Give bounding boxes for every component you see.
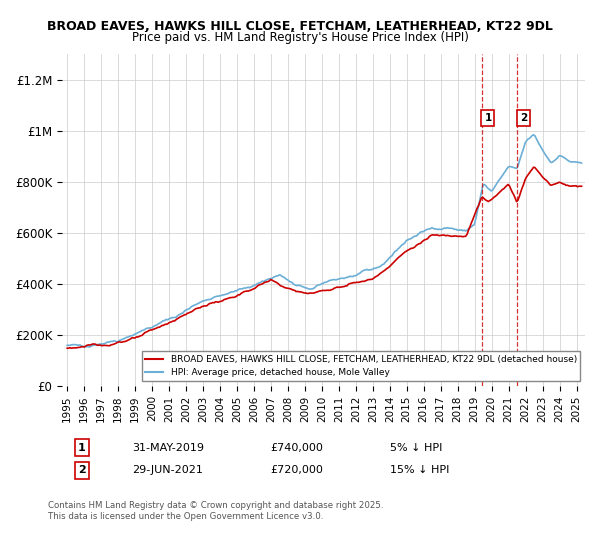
- Legend: BROAD EAVES, HAWKS HILL CLOSE, FETCHAM, LEATHERHEAD, KT22 9DL (detached house), : BROAD EAVES, HAWKS HILL CLOSE, FETCHAM, …: [142, 351, 580, 381]
- Text: 1: 1: [484, 113, 491, 123]
- Text: 29-JUN-2021: 29-JUN-2021: [132, 465, 203, 475]
- Text: Price paid vs. HM Land Registry's House Price Index (HPI): Price paid vs. HM Land Registry's House …: [131, 31, 469, 44]
- Text: 2: 2: [78, 465, 86, 475]
- Text: £740,000: £740,000: [270, 443, 323, 453]
- Text: 1: 1: [78, 443, 86, 453]
- Text: 2: 2: [520, 113, 527, 123]
- Text: 5% ↓ HPI: 5% ↓ HPI: [390, 443, 442, 453]
- Text: BROAD EAVES, HAWKS HILL CLOSE, FETCHAM, LEATHERHEAD, KT22 9DL: BROAD EAVES, HAWKS HILL CLOSE, FETCHAM, …: [47, 20, 553, 32]
- Text: £720,000: £720,000: [270, 465, 323, 475]
- Text: 31-MAY-2019: 31-MAY-2019: [132, 443, 204, 453]
- Text: 15% ↓ HPI: 15% ↓ HPI: [390, 465, 449, 475]
- Text: Contains HM Land Registry data © Crown copyright and database right 2025.
This d: Contains HM Land Registry data © Crown c…: [48, 501, 383, 521]
